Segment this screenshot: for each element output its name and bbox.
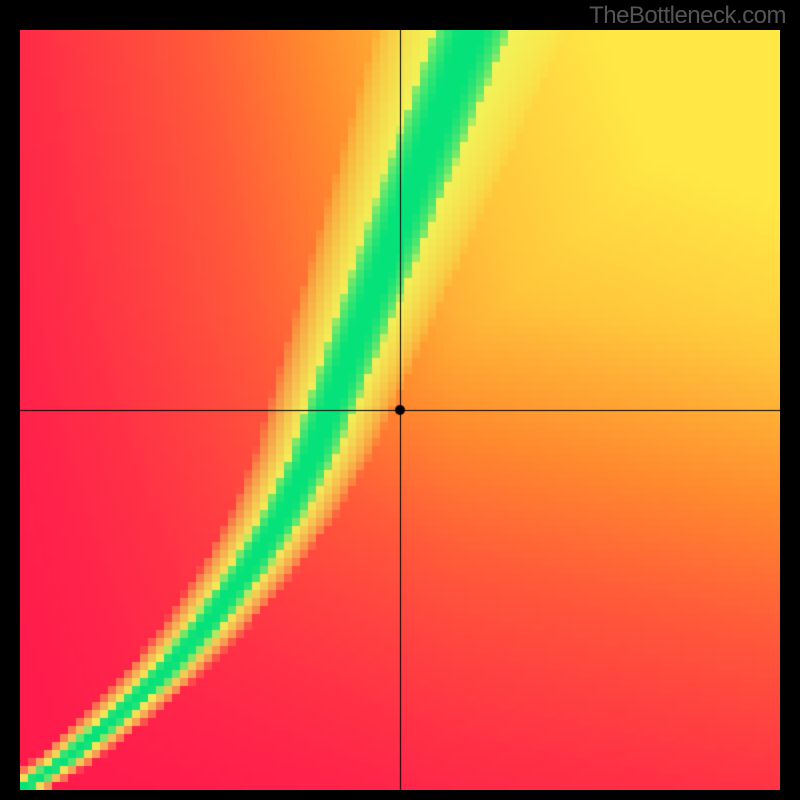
bottleneck-heatmap-canvas <box>20 30 780 790</box>
chart-container: TheBottleneck.com <box>0 0 800 800</box>
plot-area <box>20 30 780 790</box>
watermark-text: TheBottleneck.com <box>589 2 786 30</box>
